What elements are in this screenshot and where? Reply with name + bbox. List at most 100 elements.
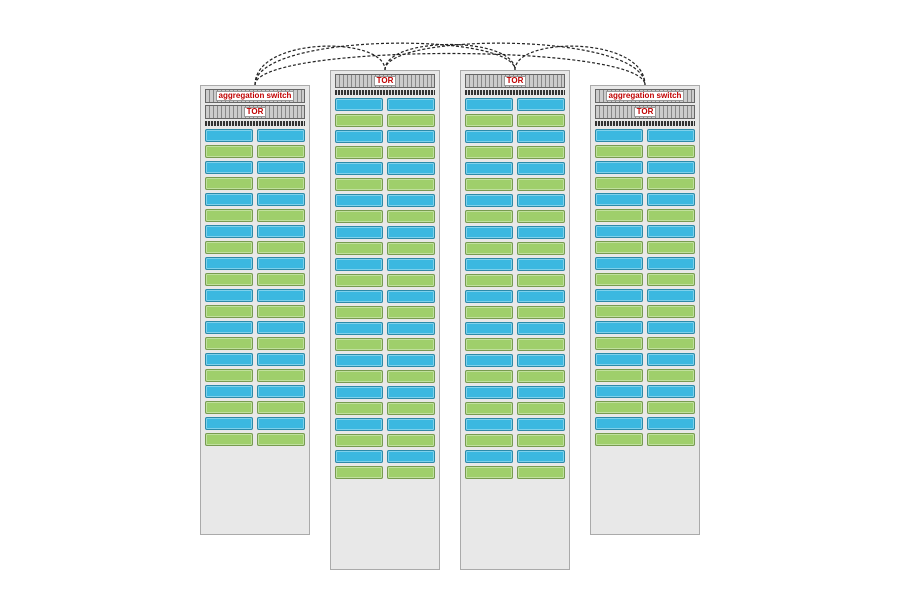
server-slot: [335, 242, 383, 255]
server-row: [205, 241, 305, 254]
tor-switch: TOR: [335, 74, 435, 88]
server-slot: [595, 401, 643, 414]
server-slot: [387, 450, 435, 463]
server-row: [335, 258, 435, 271]
server-slot: [647, 417, 695, 430]
server-slot: [517, 226, 565, 239]
server-slot: [335, 434, 383, 447]
server-slot: [257, 417, 305, 430]
server-slot: [517, 146, 565, 159]
server-rack: TOR: [460, 70, 570, 570]
switch-label: aggregation switch: [216, 91, 295, 101]
server-slot: [465, 418, 513, 431]
server-row: [335, 162, 435, 175]
server-slot: [647, 401, 695, 414]
server-slot: [387, 418, 435, 431]
server-slot: [387, 98, 435, 111]
server-slot: [517, 434, 565, 447]
server-slot: [257, 401, 305, 414]
switch-ports: [465, 90, 565, 95]
server-slot: [465, 274, 513, 287]
server-slot: [205, 161, 253, 174]
server-slot: [335, 98, 383, 111]
server-row: [205, 369, 305, 382]
server-row: [465, 354, 565, 367]
server-slot: [595, 177, 643, 190]
server-slot: [517, 322, 565, 335]
server-slot: [205, 273, 253, 286]
server-row: [595, 321, 695, 334]
server-row: [595, 385, 695, 398]
server-row: [595, 273, 695, 286]
server-slot: [647, 273, 695, 286]
server-row: [465, 226, 565, 239]
server-slot: [465, 146, 513, 159]
server-slot: [465, 450, 513, 463]
server-slot: [647, 433, 695, 446]
server-row: [335, 338, 435, 351]
server-slot: [517, 98, 565, 111]
server-slot: [335, 210, 383, 223]
server-slot: [465, 194, 513, 207]
server-slot: [335, 130, 383, 143]
server-row: [595, 161, 695, 174]
server-slot: [595, 385, 643, 398]
server-slot: [647, 305, 695, 318]
server-slot: [517, 114, 565, 127]
tor-switch: TOR: [465, 74, 565, 88]
server-slot: [517, 290, 565, 303]
server-slot: [205, 433, 253, 446]
server-slot: [257, 209, 305, 222]
server-slot: [387, 466, 435, 479]
server-slot: [205, 353, 253, 366]
server-slot: [647, 209, 695, 222]
server-slot: [517, 386, 565, 399]
server-slot: [595, 257, 643, 270]
server-slot: [595, 209, 643, 222]
server-slot: [517, 178, 565, 191]
server-row: [335, 210, 435, 223]
server-row: [465, 114, 565, 127]
server-row: [205, 305, 305, 318]
server-row: [595, 433, 695, 446]
server-slot: [205, 129, 253, 142]
aggregation-switch: aggregation switch: [205, 89, 305, 103]
server-row: [335, 354, 435, 367]
server-slot: [257, 257, 305, 270]
server-slot: [387, 114, 435, 127]
server-slot: [335, 370, 383, 383]
server-slot: [517, 338, 565, 351]
server-row: [595, 369, 695, 382]
server-slot: [595, 433, 643, 446]
server-row: [595, 225, 695, 238]
server-slot: [517, 162, 565, 175]
server-row: [205, 257, 305, 270]
server-slot: [595, 321, 643, 334]
server-slot: [335, 226, 383, 239]
server-slot: [387, 386, 435, 399]
server-row: [335, 386, 435, 399]
server-slot: [205, 289, 253, 302]
server-slot: [335, 322, 383, 335]
server-row: [595, 337, 695, 350]
server-slot: [257, 145, 305, 158]
server-slot: [647, 385, 695, 398]
server-slot: [465, 338, 513, 351]
server-slot: [335, 386, 383, 399]
server-slot: [335, 338, 383, 351]
server-slot: [647, 257, 695, 270]
server-row: [465, 450, 565, 463]
server-slot: [257, 177, 305, 190]
server-row: [335, 434, 435, 447]
server-slot: [387, 258, 435, 271]
server-row: [335, 242, 435, 255]
switch-label: TOR: [504, 76, 527, 86]
server-slot: [335, 194, 383, 207]
server-slot: [335, 258, 383, 271]
server-row: [205, 177, 305, 190]
server-row: [205, 193, 305, 206]
server-slot: [517, 402, 565, 415]
server-slot: [517, 466, 565, 479]
server-slot: [465, 130, 513, 143]
server-slot: [335, 450, 383, 463]
